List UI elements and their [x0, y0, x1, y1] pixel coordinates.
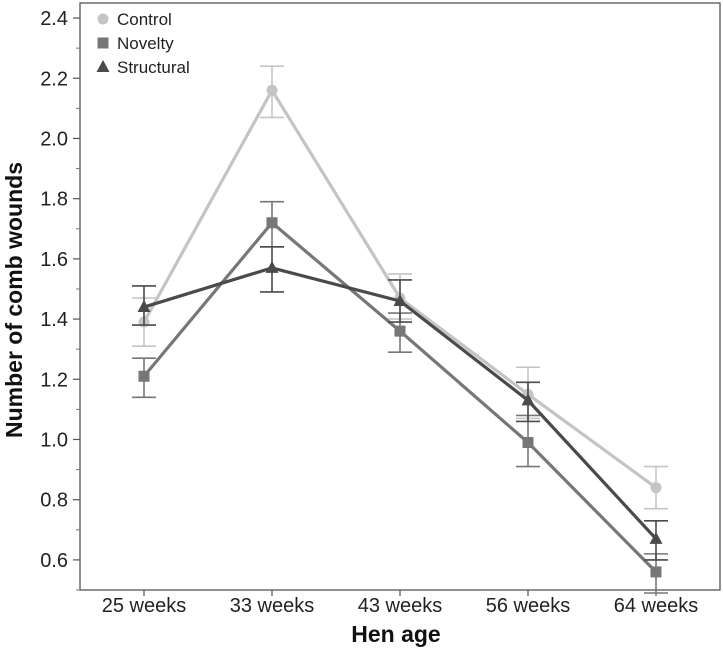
- y-axis-title: Number of comb wounds: [1, 162, 27, 438]
- data-point: [393, 294, 407, 307]
- y-tick-label: 1.6: [40, 249, 68, 271]
- x-tick-label: 64 weeks: [614, 595, 699, 617]
- data-point: [137, 300, 151, 313]
- x-tick-label: 25 weeks: [102, 595, 187, 617]
- series-layer: [132, 65, 668, 594]
- y-tick-label: 0.6: [40, 550, 68, 572]
- data-point: [521, 393, 535, 406]
- y-tick-label: 2.0: [40, 128, 68, 150]
- y-tick-label: 1.8: [40, 189, 68, 211]
- data-point: [649, 531, 663, 544]
- series-structural: [132, 246, 668, 561]
- y-tick-label: 2.2: [40, 68, 68, 90]
- data-point: [522, 436, 534, 448]
- legend-label-control: Control: [117, 10, 172, 29]
- data-point: [266, 84, 278, 96]
- data-point: [266, 217, 278, 229]
- data-point: [650, 482, 662, 494]
- legend: Control Novelty Structural: [96, 10, 190, 77]
- y-axis: 0.6 0.8 1.0 1.2 1.4 1.6 1.8 2.0 2.2 2.4: [40, 8, 80, 591]
- legend-label-novelty: Novelty: [117, 34, 174, 53]
- data-point: [265, 260, 279, 273]
- legend-marker-control: [97, 13, 109, 25]
- legend-marker-structural: [96, 60, 110, 72]
- y-tick-label: 1.4: [40, 309, 68, 331]
- y-tick-label: 1.0: [40, 429, 68, 451]
- data-point: [650, 566, 662, 578]
- x-tick-label: 33 weeks: [230, 595, 315, 617]
- x-axis: 25 weeks 33 weeks 43 weeks 56 weeks 64 weeks: [102, 590, 699, 617]
- series-novelty: [132, 200, 668, 594]
- y-tick-label: 0.8: [40, 490, 68, 512]
- legend-label-structural: Structural: [117, 58, 190, 77]
- data-point: [394, 325, 406, 337]
- x-tick-label: 56 weeks: [486, 595, 571, 617]
- x-axis-title: Hen age: [351, 621, 440, 647]
- y-tick-label: 2.4: [40, 8, 68, 30]
- data-point: [138, 370, 150, 382]
- x-tick-label: 43 weeks: [358, 595, 443, 617]
- legend-marker-novelty: [97, 37, 109, 49]
- y-tick-label: 1.2: [40, 369, 68, 391]
